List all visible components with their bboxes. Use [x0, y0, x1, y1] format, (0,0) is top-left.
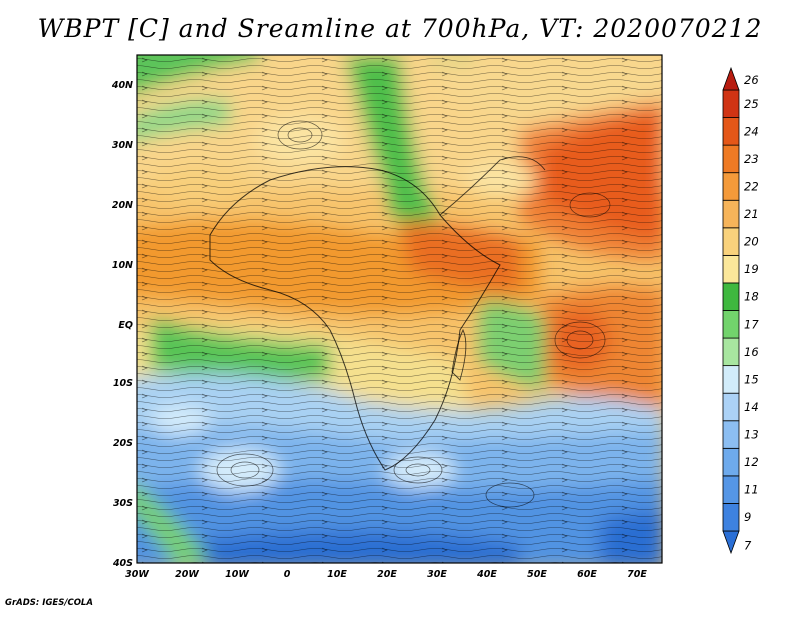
- colorbar-swatch: [722, 89, 740, 118]
- colorbar-swatch: [722, 420, 740, 449]
- colorbar-label: 18: [744, 290, 759, 304]
- map-frame: [136, 54, 663, 564]
- lat-tick-label: 40S: [112, 558, 133, 569]
- lon-axis: 30W 20W 10W 0 10E 20E 30E 40E 50E 60E 70…: [125, 569, 647, 580]
- colorbar-label: 24: [744, 124, 759, 138]
- lat-axis: 40N 30N 20N 10N EQ 10S 20S 30S 40S: [111, 80, 133, 569]
- lat-tick-label: 40N: [111, 80, 133, 91]
- wbpt-shading: [137, 55, 662, 563]
- colorbar-swatch: [722, 254, 740, 284]
- colorbar-label: 11: [744, 483, 759, 497]
- lon-tick-label: 10E: [327, 569, 347, 580]
- lon-tick-label: 0: [284, 569, 291, 580]
- colorbar-label: 21: [744, 207, 759, 221]
- lat-tick-label: 20N: [112, 200, 133, 211]
- colorbar-label: 15: [744, 372, 759, 386]
- colorbar-label: 23: [744, 152, 759, 166]
- colorbar-end-triangle: [722, 66, 740, 91]
- colorbar-label: 16: [744, 345, 759, 359]
- colorbar-label: 12: [744, 455, 759, 469]
- lat-tick-label: 10S: [113, 378, 133, 389]
- lon-tick-label: 30W: [125, 569, 149, 580]
- colorbar-swatch: [722, 227, 740, 256]
- colorbar-label: 7: [744, 538, 752, 552]
- lon-tick-label: 10W: [225, 569, 249, 580]
- colorbar-swatch: [722, 447, 740, 477]
- colorbar-label: 26: [744, 73, 759, 87]
- chart-title: WBPT [C] and Sreamline at 700hPa, VT: 20…: [37, 14, 763, 43]
- colorbar-label: 19: [744, 262, 759, 276]
- grads-credit: GrADS: IGES/COLA: [5, 598, 93, 608]
- colorbar-swatch: [722, 503, 740, 532]
- lon-tick-label: 20E: [377, 569, 397, 580]
- lon-tick-label: 70E: [627, 569, 647, 580]
- colorbar-swatch: [722, 117, 740, 146]
- colorbar-swatch: [722, 282, 740, 311]
- lat-tick-label: 30N: [112, 140, 133, 151]
- colorbar-swatch: [722, 475, 740, 504]
- colorbar-label: 9: [744, 510, 751, 524]
- lon-tick-label: 40E: [476, 569, 497, 580]
- colorbar-swatch: [722, 199, 740, 229]
- lon-tick-label: 30E: [427, 569, 447, 580]
- colorbar-label: 20: [744, 235, 759, 249]
- colorbar-swatch: [722, 172, 740, 201]
- lat-tick-label: 10N: [112, 260, 133, 271]
- colorbar-label: 22: [744, 179, 759, 193]
- colorbar-swatch: [722, 392, 740, 422]
- colorbar-label: 13: [744, 428, 759, 442]
- colorbar-swatch: [722, 365, 740, 394]
- colorbar-swatch: [722, 144, 740, 174]
- colorbar-end-triangle: [722, 530, 740, 555]
- lon-tick-label: 50E: [527, 569, 547, 580]
- lat-tick-label: EQ: [118, 320, 133, 331]
- colorbar-swatch: [722, 337, 740, 367]
- lat-tick-label: 20S: [113, 438, 133, 449]
- colorbar: 7 9 11 12 13 14 15 16 17 18 19 20 21 22 23 24 25 26: [722, 66, 759, 555]
- colorbar-label: 25: [744, 97, 759, 111]
- colorbar-swatch: [722, 310, 740, 339]
- lat-tick-label: 30S: [113, 498, 133, 509]
- colorbar-label: 17: [744, 317, 759, 331]
- lon-tick-label: 20W: [175, 569, 199, 580]
- lon-tick-label: 60E: [577, 569, 597, 580]
- colorbar-label: 14: [744, 400, 759, 414]
